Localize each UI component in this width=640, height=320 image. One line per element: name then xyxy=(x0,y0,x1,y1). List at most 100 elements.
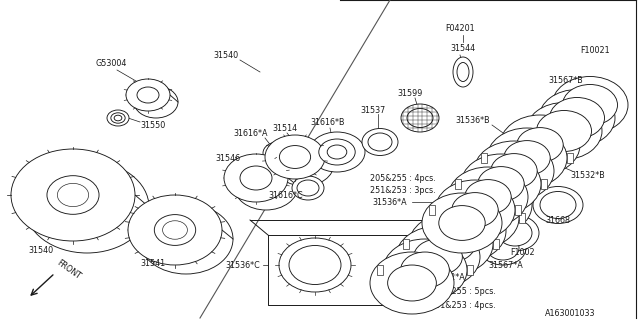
Ellipse shape xyxy=(540,191,576,219)
FancyBboxPatch shape xyxy=(467,265,473,275)
Ellipse shape xyxy=(265,135,325,179)
Ellipse shape xyxy=(388,265,436,301)
Ellipse shape xyxy=(401,104,439,132)
Ellipse shape xyxy=(536,110,591,151)
Text: 31536*B: 31536*B xyxy=(455,116,490,124)
Ellipse shape xyxy=(370,252,454,314)
Ellipse shape xyxy=(279,238,351,292)
Ellipse shape xyxy=(487,236,519,260)
Ellipse shape xyxy=(552,76,628,133)
FancyBboxPatch shape xyxy=(429,213,435,223)
Ellipse shape xyxy=(289,245,341,284)
FancyBboxPatch shape xyxy=(567,153,573,163)
Text: 31540: 31540 xyxy=(213,51,238,60)
Text: 31546: 31546 xyxy=(215,154,240,163)
Ellipse shape xyxy=(240,166,272,190)
Ellipse shape xyxy=(435,180,515,240)
Ellipse shape xyxy=(457,62,469,82)
Ellipse shape xyxy=(487,128,567,188)
Ellipse shape xyxy=(452,193,498,228)
Text: 31540: 31540 xyxy=(28,245,53,254)
Ellipse shape xyxy=(154,215,196,245)
Text: F1002: F1002 xyxy=(510,247,534,257)
Text: 251&253 : 4pcs.: 251&253 : 4pcs. xyxy=(430,300,495,309)
Ellipse shape xyxy=(409,213,493,275)
Ellipse shape xyxy=(396,226,480,288)
Ellipse shape xyxy=(491,215,539,251)
Ellipse shape xyxy=(292,176,324,200)
Ellipse shape xyxy=(435,187,519,249)
Ellipse shape xyxy=(309,132,365,172)
Ellipse shape xyxy=(448,174,532,236)
Ellipse shape xyxy=(47,176,99,214)
Ellipse shape xyxy=(297,180,319,196)
Ellipse shape xyxy=(274,142,334,186)
Ellipse shape xyxy=(504,140,550,175)
Text: 31536*C: 31536*C xyxy=(225,260,260,269)
Ellipse shape xyxy=(319,139,355,165)
Text: 31550: 31550 xyxy=(140,121,165,130)
Ellipse shape xyxy=(413,239,462,275)
Ellipse shape xyxy=(401,252,449,288)
Text: 205&255 : 5pcs.: 205&255 : 5pcs. xyxy=(430,287,496,297)
Ellipse shape xyxy=(11,149,135,241)
Ellipse shape xyxy=(550,98,605,139)
Ellipse shape xyxy=(517,128,563,163)
Ellipse shape xyxy=(137,87,159,103)
Ellipse shape xyxy=(234,162,298,210)
Text: 31616*A: 31616*A xyxy=(233,129,268,138)
Text: 31599: 31599 xyxy=(397,89,422,98)
Text: 31668: 31668 xyxy=(545,215,570,225)
Ellipse shape xyxy=(440,213,488,249)
Ellipse shape xyxy=(500,115,580,175)
FancyBboxPatch shape xyxy=(377,265,383,275)
Ellipse shape xyxy=(491,154,537,188)
FancyBboxPatch shape xyxy=(519,213,525,223)
FancyBboxPatch shape xyxy=(515,205,521,215)
FancyBboxPatch shape xyxy=(493,239,499,249)
Ellipse shape xyxy=(25,161,149,253)
Ellipse shape xyxy=(474,141,554,201)
Ellipse shape xyxy=(111,113,125,123)
Ellipse shape xyxy=(128,195,222,265)
FancyBboxPatch shape xyxy=(429,205,435,215)
Text: 31567*B: 31567*B xyxy=(548,76,583,84)
Ellipse shape xyxy=(439,206,485,240)
FancyBboxPatch shape xyxy=(403,239,409,249)
Text: 251&253 : 3pcs.: 251&253 : 3pcs. xyxy=(370,186,436,195)
Text: G53004: G53004 xyxy=(95,59,126,68)
Ellipse shape xyxy=(478,167,524,201)
Text: 31532*B: 31532*B xyxy=(570,171,605,180)
Ellipse shape xyxy=(422,193,502,253)
Text: A163001033: A163001033 xyxy=(545,309,595,318)
FancyBboxPatch shape xyxy=(455,179,461,189)
Ellipse shape xyxy=(563,84,618,125)
Ellipse shape xyxy=(422,200,506,262)
Ellipse shape xyxy=(407,108,433,127)
Text: 31536*A: 31536*A xyxy=(372,197,406,206)
Ellipse shape xyxy=(480,231,526,265)
Ellipse shape xyxy=(533,187,583,223)
Ellipse shape xyxy=(453,57,473,87)
FancyBboxPatch shape xyxy=(481,153,487,163)
Text: 31532*A: 31532*A xyxy=(430,274,465,283)
Ellipse shape xyxy=(427,226,476,262)
Ellipse shape xyxy=(526,102,602,159)
Text: F10021: F10021 xyxy=(580,45,610,54)
Ellipse shape xyxy=(224,154,288,202)
Ellipse shape xyxy=(448,167,528,227)
Text: 31544: 31544 xyxy=(450,44,475,52)
Text: 31537: 31537 xyxy=(360,106,385,115)
Ellipse shape xyxy=(263,142,293,164)
Ellipse shape xyxy=(107,110,129,126)
Ellipse shape xyxy=(268,146,288,161)
Ellipse shape xyxy=(368,133,392,151)
Ellipse shape xyxy=(126,79,170,111)
Ellipse shape xyxy=(465,180,511,214)
Text: F04201: F04201 xyxy=(445,23,475,33)
Text: 205&255 : 4pcs.: 205&255 : 4pcs. xyxy=(370,173,436,182)
Ellipse shape xyxy=(452,200,501,236)
Ellipse shape xyxy=(139,204,233,274)
Text: 31616*C: 31616*C xyxy=(268,190,303,199)
Ellipse shape xyxy=(539,90,615,147)
